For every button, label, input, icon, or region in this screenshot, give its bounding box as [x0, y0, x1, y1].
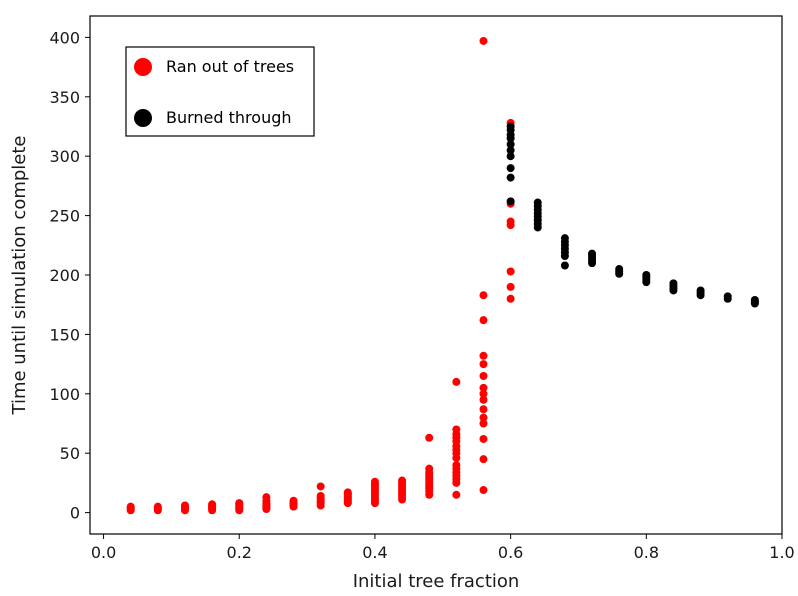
point-burned-through-40 — [669, 279, 678, 288]
legend-marker-ran-out-of-trees — [134, 58, 152, 76]
point-ran-out-of-trees-18 — [208, 500, 217, 509]
y-tick-label: 300 — [49, 147, 80, 166]
point-ran-out-of-trees-123 — [506, 217, 515, 226]
x-tick-label: 1.0 — [769, 543, 794, 562]
point-ran-out-of-trees-110 — [479, 395, 488, 404]
point-ran-out-of-trees-106 — [479, 434, 488, 443]
point-burned-through-18 — [560, 261, 569, 270]
point-ran-out-of-trees-116 — [479, 316, 488, 325]
y-tick-label: 350 — [49, 88, 80, 107]
y-axis-label: Time until simulation complete — [9, 136, 30, 416]
y-tick-label: 0 — [70, 504, 80, 523]
point-burned-through-49 — [750, 295, 759, 304]
point-burned-through-2 — [506, 164, 515, 173]
data-points — [126, 36, 759, 515]
point-ran-out-of-trees-46 — [316, 482, 325, 491]
legend-frame — [125, 46, 315, 137]
point-ran-out-of-trees-87 — [425, 433, 434, 442]
point-ran-out-of-trees-33 — [262, 493, 271, 502]
point-burned-through-43 — [696, 286, 705, 295]
point-ran-out-of-trees-25 — [235, 499, 244, 508]
legend-label-ran-out-of-trees: Ran out of trees — [166, 57, 294, 76]
point-ran-out-of-trees-104 — [479, 486, 488, 495]
legend: Ran out of trees Burned through — [125, 46, 315, 137]
point-ran-out-of-trees-39 — [289, 496, 298, 505]
x-tick-label: 0.8 — [634, 543, 659, 562]
y-tick-label: 250 — [49, 207, 80, 226]
point-burned-through-9 — [506, 122, 515, 131]
point-burned-through-5 — [506, 140, 515, 149]
x-axis-label: Initial tree fraction — [353, 571, 520, 592]
point-ran-out-of-trees-113 — [479, 371, 488, 380]
y-tick-label: 150 — [49, 325, 80, 344]
point-burned-through-4 — [506, 146, 515, 155]
point-burned-through-32 — [615, 265, 624, 274]
point-ran-out-of-trees-94 — [452, 461, 461, 470]
y-tick-label: 50 — [60, 444, 80, 463]
y-axis: 0 50 100 150 200 250 300 350 400 — [49, 28, 90, 523]
point-ran-out-of-trees-105 — [479, 455, 488, 464]
point-ran-out-of-trees-108 — [479, 413, 488, 422]
point-ran-out-of-trees-3 — [126, 502, 135, 511]
point-ran-out-of-trees-109 — [479, 405, 488, 414]
point-ran-out-of-trees-45 — [316, 491, 325, 500]
point-burned-through-1 — [506, 173, 515, 182]
point-ran-out-of-trees-114 — [479, 360, 488, 369]
x-axis: 0.0 0.2 0.4 0.6 0.8 1.0 — [91, 534, 795, 562]
point-burned-through-0 — [506, 197, 515, 206]
point-ran-out-of-trees-117 — [479, 291, 488, 300]
point-burned-through-36 — [642, 271, 651, 279]
y-tick-label: 100 — [49, 385, 80, 404]
point-ran-out-of-trees-107 — [479, 419, 488, 428]
point-burned-through-3 — [506, 152, 515, 161]
point-ran-out-of-trees-75 — [398, 476, 407, 485]
legend-label-burned-through: Burned through — [166, 108, 292, 127]
x-tick-label: 0.2 — [227, 543, 252, 562]
x-tick-label: 0.4 — [362, 543, 387, 562]
point-ran-out-of-trees-102 — [452, 425, 461, 434]
point-ran-out-of-trees-112 — [479, 383, 488, 392]
point-burned-through-24 — [560, 234, 569, 243]
point-ran-out-of-trees-86 — [425, 464, 434, 473]
point-ran-out-of-trees-12 — [180, 501, 189, 510]
point-ran-out-of-trees-119 — [506, 294, 515, 303]
point-ran-out-of-trees-115 — [479, 351, 488, 360]
point-ran-out-of-trees-7 — [153, 502, 162, 511]
point-ran-out-of-trees-111 — [479, 389, 488, 398]
point-burned-through-17 — [533, 198, 542, 207]
x-tick-label: 0.6 — [498, 543, 523, 562]
y-tick-label: 200 — [49, 266, 80, 285]
y-tick-label: 400 — [49, 28, 80, 47]
point-ran-out-of-trees-118 — [479, 36, 488, 45]
point-ran-out-of-trees-66 — [370, 477, 379, 486]
point-ran-out-of-trees-120 — [506, 282, 515, 291]
point-ran-out-of-trees-103 — [452, 377, 461, 386]
point-ran-out-of-trees-88 — [452, 490, 461, 499]
point-ran-out-of-trees-121 — [506, 267, 515, 276]
point-ran-out-of-trees-56 — [343, 488, 352, 497]
point-burned-through-45 — [723, 292, 732, 301]
point-burned-through-29 — [588, 249, 597, 258]
x-tick-label: 0.0 — [91, 543, 116, 562]
legend-marker-burned-through — [134, 109, 152, 127]
